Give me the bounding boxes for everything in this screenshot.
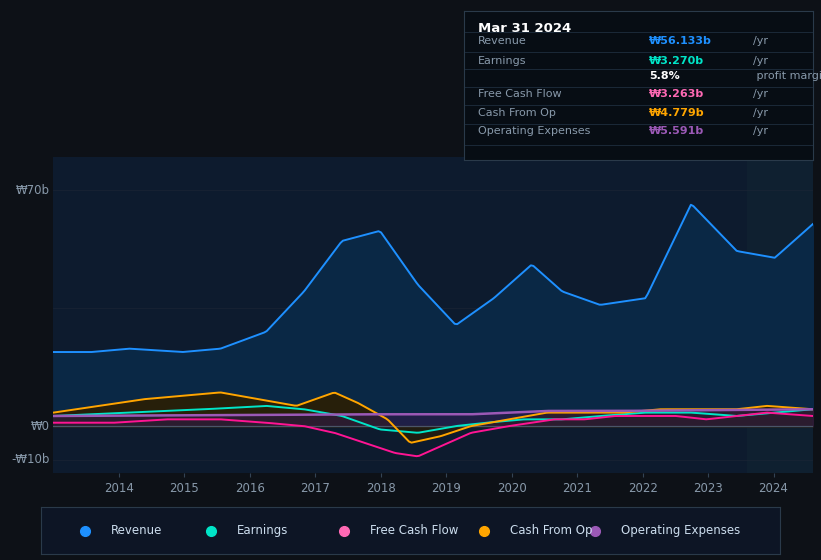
Text: Earnings: Earnings	[237, 524, 288, 537]
Text: ₩56.133b: ₩56.133b	[649, 36, 712, 46]
Text: ₩3.263b: ₩3.263b	[649, 89, 704, 99]
Text: Free Cash Flow: Free Cash Flow	[370, 524, 458, 537]
Text: Operating Expenses: Operating Expenses	[478, 127, 590, 137]
Text: Free Cash Flow: Free Cash Flow	[478, 89, 562, 99]
Text: ₩3.270b: ₩3.270b	[649, 56, 704, 66]
Text: /yr: /yr	[754, 36, 768, 46]
Text: /yr: /yr	[754, 89, 768, 99]
Text: ₩5.591b: ₩5.591b	[649, 127, 704, 137]
Text: /yr: /yr	[754, 127, 768, 137]
Text: /yr: /yr	[754, 56, 768, 66]
Text: ₩0: ₩0	[30, 419, 49, 432]
Text: 5.8%: 5.8%	[649, 71, 680, 81]
Text: ₩70b: ₩70b	[16, 184, 49, 197]
Text: Cash From Op: Cash From Op	[511, 524, 593, 537]
Text: Revenue: Revenue	[112, 524, 163, 537]
Text: Cash From Op: Cash From Op	[478, 108, 556, 118]
Text: Revenue: Revenue	[478, 36, 526, 46]
Text: Earnings: Earnings	[478, 56, 526, 66]
Text: Mar 31 2024: Mar 31 2024	[478, 22, 571, 35]
Text: profit margin: profit margin	[754, 71, 821, 81]
Text: -₩10b: -₩10b	[11, 453, 49, 466]
Bar	[747, 157, 813, 473]
Text: Operating Expenses: Operating Expenses	[621, 524, 741, 537]
Text: /yr: /yr	[754, 108, 768, 118]
Text: ₩4.779b: ₩4.779b	[649, 108, 704, 118]
